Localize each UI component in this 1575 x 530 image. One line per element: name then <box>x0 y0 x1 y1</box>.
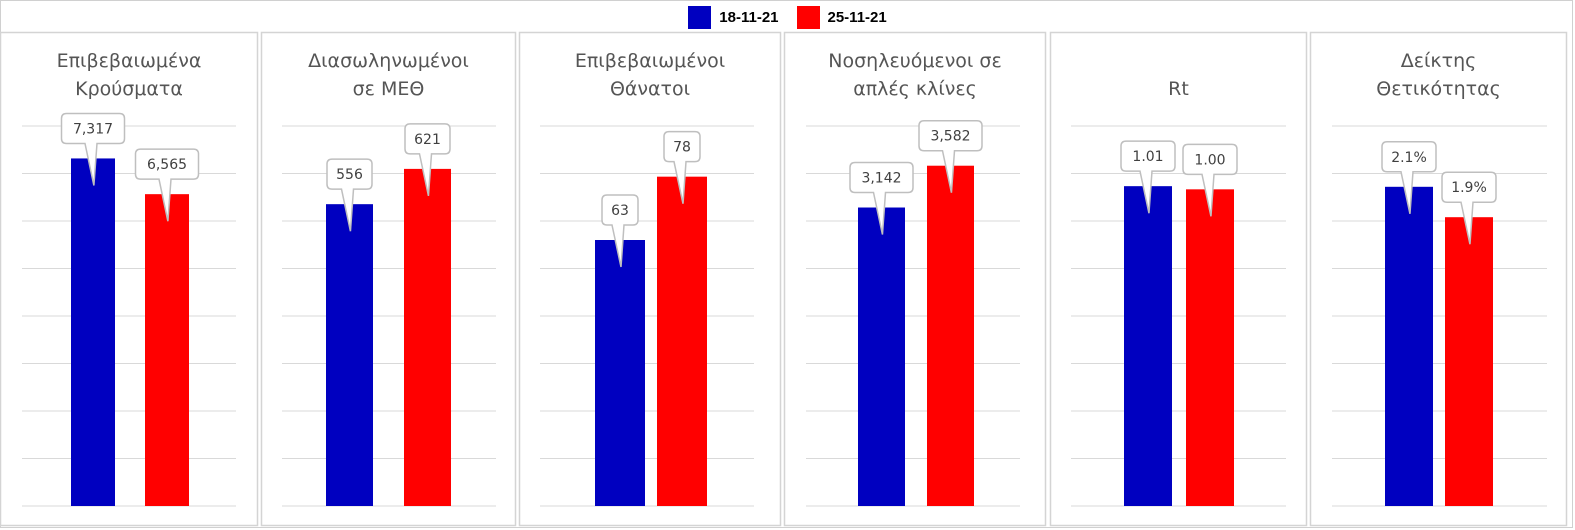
data-label: 78 <box>673 140 691 156</box>
chart-panel-3: Επιβεβαιωμένοι Θάνατοι 63 78 <box>518 31 782 527</box>
legend-swatch-series-1 <box>688 5 712 29</box>
panel-title-line: Επιβεβαιωμένα <box>57 50 202 72</box>
data-label-callout <box>849 161 914 235</box>
data-label: 2.1% <box>1391 150 1427 166</box>
panel-border <box>1309 31 1568 527</box>
panel-border <box>260 31 517 527</box>
data-label-callout <box>1441 171 1497 245</box>
legend: 18-11-21 25-11-21 <box>0 4 1575 30</box>
legend-swatch-series-2 <box>796 5 820 29</box>
panel-border <box>518 31 782 527</box>
data-label-callout <box>1182 143 1238 217</box>
data-label: 3,582 <box>930 129 970 145</box>
data-label-callout <box>134 148 200 222</box>
data-label-callout <box>601 194 639 268</box>
legend-label-series-1: 18-11-21 <box>719 8 779 26</box>
panel-title-line: απλές κλίνες <box>853 78 977 100</box>
bar-series-2 <box>1186 189 1234 507</box>
data-label-callout <box>326 158 373 232</box>
data-label-callout <box>918 119 983 193</box>
panel-title-line: Δείκτης <box>1401 50 1477 72</box>
data-label: 1.00 <box>1194 152 1225 168</box>
chart-panel-4: Νοσηλευόμενοι σε απλές κλίνες 3,142 3,582 <box>783 31 1047 527</box>
panel-title-line: Rt <box>1168 78 1189 100</box>
panel-border <box>1049 31 1308 527</box>
chart-panel-6: Δείκτης Θετικότητας 2.1% 1.9% <box>1309 31 1568 527</box>
data-label: 621 <box>414 132 441 148</box>
bar-series-1 <box>595 240 645 506</box>
legend-item-series-2: 25-11-21 <box>796 5 887 29</box>
legend-label-series-2: 25-11-21 <box>827 8 887 26</box>
bar-series-2 <box>145 194 189 506</box>
bar-series-1 <box>1385 186 1433 507</box>
data-label: 63 <box>611 203 629 219</box>
panel-title-line: Διασωληνωμένοι <box>308 50 469 72</box>
data-label: 556 <box>336 167 363 183</box>
chart-panel-2: Διασωληνωμένοι σε ΜΕΘ 556 621 <box>260 31 517 527</box>
data-label: 1.9% <box>1451 180 1487 196</box>
panel-title-line: Επιβεβαιωμένοι <box>575 50 725 72</box>
panel-title-line: Θετικότητας <box>1376 78 1501 100</box>
bar-series-1 <box>326 204 373 506</box>
bar-series-2 <box>404 168 451 506</box>
bar-series-2 <box>657 176 707 506</box>
data-label: 3,142 <box>861 171 901 187</box>
panel-title-line: Νοσηλευόμενοι σε <box>828 50 1001 72</box>
panel-border <box>783 31 1047 527</box>
legend-item-series-1: 18-11-21 <box>688 5 779 29</box>
chart-panel-5: Rt 1.01 1.00 <box>1049 31 1308 527</box>
chart-panel-1: Επιβεβαιωμένα Κρούσματα 7,317 6,565 <box>0 31 259 527</box>
data-label: 1.01 <box>1132 149 1163 165</box>
data-label-callout <box>404 123 451 197</box>
panel-title-line: Θάνατοι <box>610 78 690 100</box>
data-label-callout <box>1381 141 1437 214</box>
data-label-callout <box>1120 140 1176 214</box>
data-label: 6,565 <box>147 157 187 173</box>
data-label-callout <box>663 130 701 204</box>
bar-series-1 <box>858 207 905 506</box>
panel-title-line: σε ΜΕΘ <box>353 78 425 100</box>
bar-series-2 <box>1445 217 1493 506</box>
bar-series-1 <box>71 158 115 506</box>
panel-title-line: Κρούσματα <box>75 78 183 100</box>
data-label-callout <box>60 112 126 186</box>
bar-series-1 <box>1124 186 1172 506</box>
data-label: 7,317 <box>73 121 113 137</box>
panel-border <box>0 31 259 527</box>
bar-series-2 <box>927 165 974 506</box>
